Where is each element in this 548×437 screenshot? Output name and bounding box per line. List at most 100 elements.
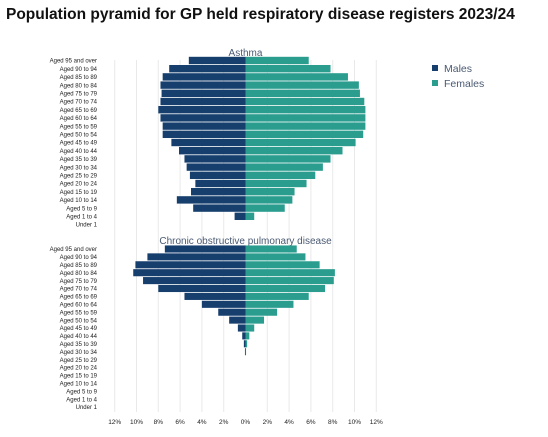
category-label: Aged 1 to 4 <box>66 215 97 221</box>
grid-lines <box>114 60 377 412</box>
female-bar[interactable] <box>245 65 331 73</box>
female-bar[interactable] <box>245 196 293 204</box>
category-label: Aged 95 and over <box>50 247 97 253</box>
page-title: Population pyramid for GP held respirato… <box>6 6 515 23</box>
female-bar[interactable] <box>245 204 285 212</box>
female-bar[interactable] <box>245 261 320 269</box>
male-bar[interactable] <box>160 114 246 122</box>
male-bar[interactable] <box>189 171 246 179</box>
category-label: Aged 20 to 24 <box>60 182 98 188</box>
category-label: Aged 10 to 14 <box>60 198 98 204</box>
female-bar[interactable] <box>245 300 294 308</box>
female-bar[interactable] <box>245 292 309 300</box>
male-bar[interactable] <box>243 340 246 348</box>
male-bar[interactable] <box>179 147 246 155</box>
legend-label[interactable]: Females <box>444 78 484 90</box>
male-bar[interactable] <box>162 73 246 81</box>
female-bar[interactable] <box>245 277 334 285</box>
legend-label[interactable]: Males <box>444 63 472 75</box>
male-bar[interactable] <box>184 155 246 163</box>
female-bar[interactable] <box>245 163 323 171</box>
x-tick-label: 2% <box>263 419 273 426</box>
male-bar[interactable] <box>133 269 246 277</box>
male-bar[interactable] <box>143 277 246 285</box>
category-label: Aged 85 to 89 <box>60 263 98 269</box>
category-label: Aged 30 to 34 <box>60 165 98 171</box>
category-label: Aged 80 to 84 <box>60 271 98 277</box>
male-bar[interactable] <box>135 261 246 269</box>
male-bar[interactable] <box>164 245 246 253</box>
category-label: Aged 75 to 79 <box>60 92 98 98</box>
female-bar[interactable] <box>245 89 360 97</box>
category-label: Aged 60 to 64 <box>60 116 98 122</box>
female-bar[interactable] <box>245 122 366 130</box>
male-bar[interactable] <box>160 81 246 89</box>
female-bar[interactable] <box>245 97 365 106</box>
category-label: Aged 45 to 49 <box>60 326 98 332</box>
male-bar[interactable] <box>158 106 246 114</box>
category-label: Aged 30 to 34 <box>60 350 98 356</box>
category-label: Aged 70 to 74 <box>60 287 98 293</box>
female-bar[interactable] <box>245 179 307 188</box>
female-bar[interactable] <box>245 324 255 332</box>
panel-title: Chronic obstructive pulmonary disease <box>159 236 332 247</box>
male-bar[interactable] <box>186 163 246 171</box>
male-bar[interactable] <box>161 89 246 97</box>
male-bar[interactable] <box>158 284 246 293</box>
female-bar[interactable] <box>245 253 306 261</box>
x-tick-label: 12% <box>108 419 121 426</box>
male-bar[interactable] <box>176 196 246 204</box>
male-bar[interactable] <box>201 300 246 308</box>
category-label: Aged 55 to 59 <box>60 310 98 316</box>
female-bar[interactable] <box>245 155 331 163</box>
category-label: Aged 50 to 54 <box>60 318 98 324</box>
male-bar[interactable] <box>162 130 246 138</box>
male-bar[interactable] <box>193 204 246 212</box>
male-bar[interactable] <box>218 308 246 316</box>
female-bar[interactable] <box>245 130 364 138</box>
male-bar[interactable] <box>162 122 246 130</box>
male-bar[interactable] <box>195 179 246 188</box>
female-bar[interactable] <box>245 316 265 324</box>
legend-swatch[interactable] <box>432 65 438 71</box>
female-bar[interactable] <box>245 73 348 81</box>
category-label: Aged 95 and over <box>50 59 97 65</box>
x-tick-label: 2% <box>219 419 229 426</box>
male-bar[interactable] <box>244 348 246 356</box>
legend[interactable]: Males Females <box>432 63 484 90</box>
male-bar[interactable] <box>242 332 246 340</box>
male-bar[interactable] <box>171 138 246 147</box>
male-bar[interactable] <box>169 65 246 73</box>
female-bar[interactable] <box>245 114 366 122</box>
male-bar[interactable] <box>147 253 246 261</box>
category-label: Aged 5 to 9 <box>66 206 97 212</box>
legend-swatch[interactable] <box>432 80 438 86</box>
female-bar[interactable] <box>245 81 359 89</box>
female-bar[interactable] <box>245 138 356 147</box>
asthma-panel: Asthma Aged 95 and over Aged 90 to 94 Aged … <box>50 48 366 229</box>
female-bar[interactable] <box>245 269 335 277</box>
category-label: Aged 70 to 74 <box>60 100 98 106</box>
male-bar[interactable] <box>188 56 246 65</box>
male-bar[interactable] <box>229 316 246 324</box>
female-bar[interactable] <box>245 171 316 179</box>
panel-title: Asthma <box>229 48 263 59</box>
female-bar[interactable] <box>245 147 343 155</box>
female-bar[interactable] <box>245 348 247 356</box>
female-bar[interactable] <box>245 340 248 348</box>
x-tick-label: 12% <box>370 419 383 426</box>
female-bar[interactable] <box>245 212 255 220</box>
male-bar[interactable] <box>234 212 246 220</box>
male-bar[interactable] <box>237 324 246 332</box>
female-bar[interactable] <box>245 188 295 196</box>
female-bar[interactable] <box>245 56 309 65</box>
male-bar[interactable] <box>191 188 246 196</box>
copd-panel: Chronic obstructive pulmonary disease Age… <box>50 236 335 411</box>
female-bar[interactable] <box>245 284 326 293</box>
female-bar[interactable] <box>245 308 278 316</box>
male-bar[interactable] <box>160 97 246 106</box>
female-bar[interactable] <box>245 332 250 340</box>
female-bar[interactable] <box>245 245 297 253</box>
female-bar[interactable] <box>245 106 366 114</box>
male-bar[interactable] <box>184 292 246 300</box>
